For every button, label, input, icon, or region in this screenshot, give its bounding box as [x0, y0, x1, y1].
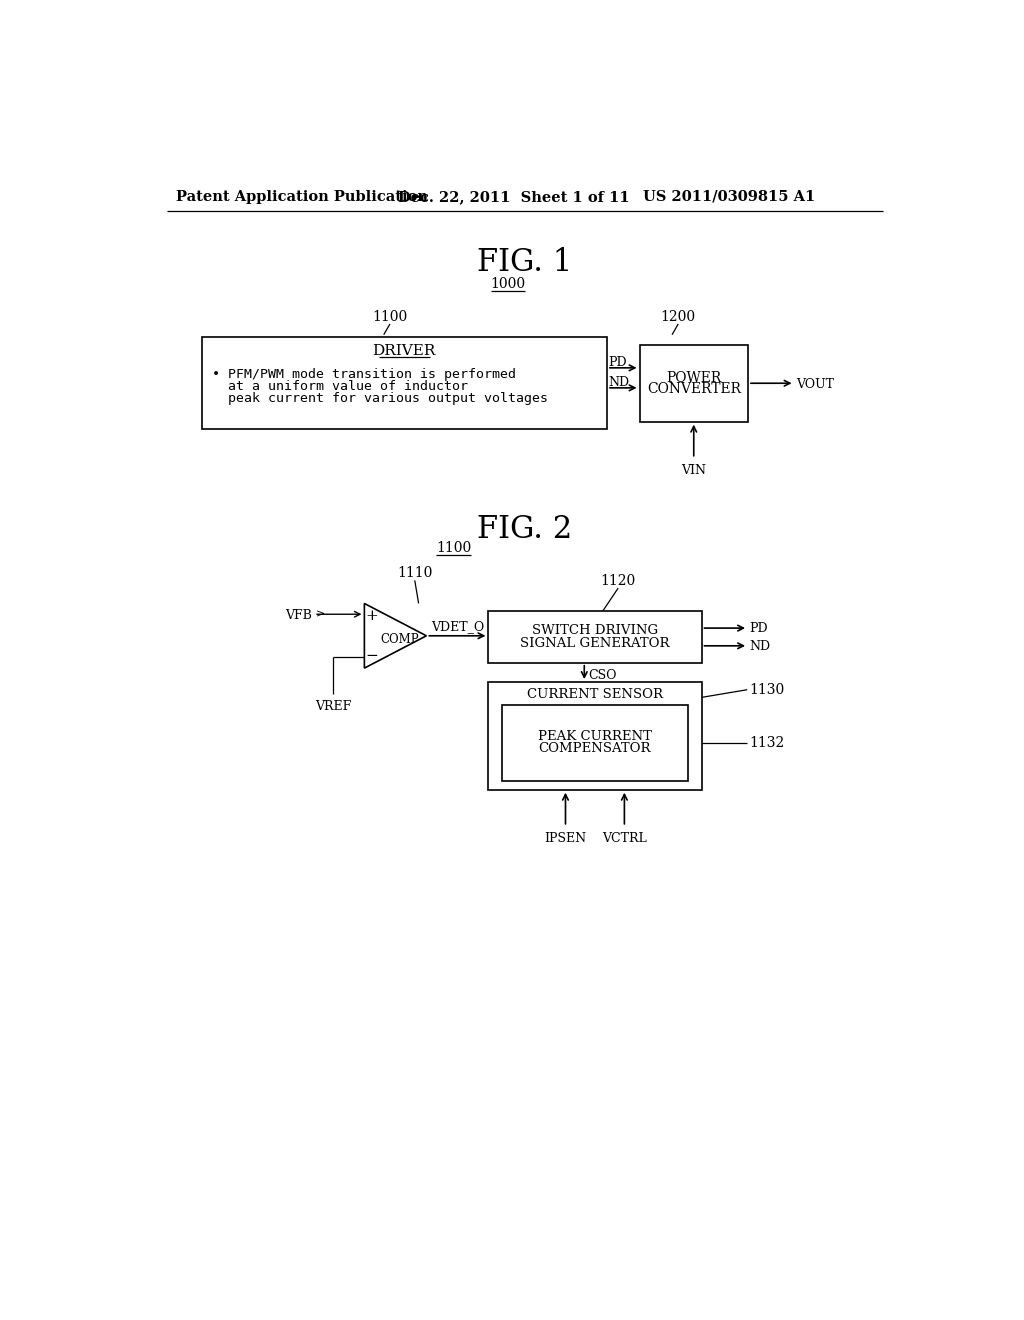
Text: FIG. 2: FIG. 2 — [477, 515, 572, 545]
Text: SWITCH DRIVING: SWITCH DRIVING — [531, 624, 658, 638]
Text: PD: PD — [750, 622, 768, 635]
Text: VDET_O: VDET_O — [431, 620, 484, 634]
Text: −: − — [366, 649, 379, 663]
Text: ND: ND — [750, 640, 771, 653]
Text: VIN: VIN — [681, 465, 707, 477]
Bar — [503, 705, 687, 780]
Text: VREF: VREF — [315, 700, 351, 713]
Text: COMPENSATOR: COMPENSATOR — [539, 742, 651, 755]
Text: VFB: VFB — [285, 609, 311, 622]
Text: VCTRL: VCTRL — [602, 832, 647, 845]
Text: PD: PD — [608, 355, 627, 368]
Bar — [640, 345, 748, 422]
Bar — [488, 682, 701, 789]
Text: at a uniform value of inductor: at a uniform value of inductor — [212, 380, 468, 393]
Text: 1120: 1120 — [600, 574, 636, 589]
Text: >: > — [315, 610, 325, 620]
Text: FIG. 1: FIG. 1 — [477, 247, 572, 279]
Text: VOUT: VOUT — [796, 378, 835, 391]
Text: • PFM/PWM mode transition is performed: • PFM/PWM mode transition is performed — [212, 368, 516, 381]
Text: COMP: COMP — [380, 634, 419, 647]
Text: peak current for various output voltages: peak current for various output voltages — [212, 392, 549, 405]
Text: 1100: 1100 — [436, 541, 471, 554]
Text: PEAK CURRENT: PEAK CURRENT — [538, 730, 652, 743]
Text: 1132: 1132 — [750, 735, 784, 750]
Text: CONVERTER: CONVERTER — [647, 381, 740, 396]
Text: IPSEN: IPSEN — [545, 832, 587, 845]
Text: Dec. 22, 2011  Sheet 1 of 11: Dec. 22, 2011 Sheet 1 of 11 — [397, 190, 630, 203]
Text: 1130: 1130 — [750, 682, 784, 697]
Text: 1100: 1100 — [373, 310, 408, 323]
Text: DRIVER: DRIVER — [373, 345, 436, 358]
Text: ND: ND — [608, 376, 630, 388]
Text: POWER: POWER — [667, 371, 721, 385]
Text: +: + — [366, 609, 379, 623]
Text: 1000: 1000 — [490, 277, 525, 290]
Bar — [202, 337, 607, 429]
Text: Patent Application Publication: Patent Application Publication — [176, 190, 428, 203]
Text: CURRENT SENSOR: CURRENT SENSOR — [527, 688, 663, 701]
Text: 1110: 1110 — [397, 566, 432, 581]
Text: US 2011/0309815 A1: US 2011/0309815 A1 — [643, 190, 816, 203]
Bar — [488, 611, 701, 663]
Text: CSO: CSO — [588, 669, 616, 682]
Text: 1200: 1200 — [660, 310, 696, 323]
Text: SIGNAL GENERATOR: SIGNAL GENERATOR — [520, 636, 670, 649]
